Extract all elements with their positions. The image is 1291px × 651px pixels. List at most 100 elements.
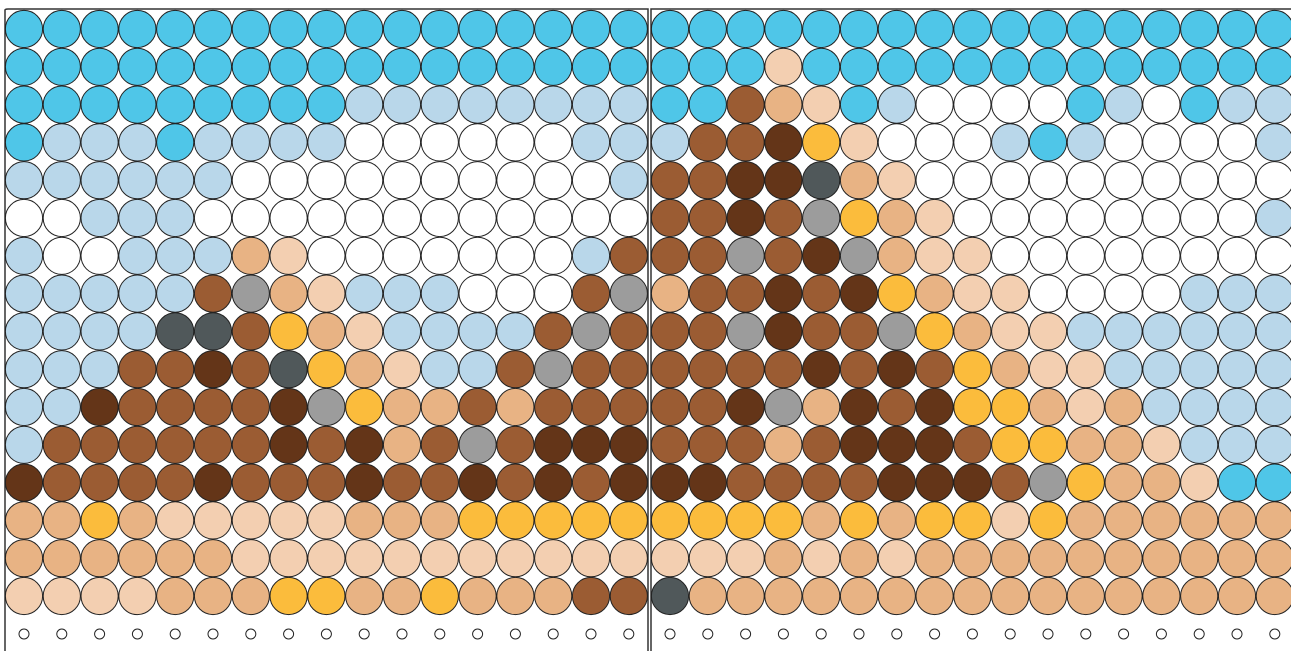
bead — [839, 387, 879, 427]
bead — [764, 501, 803, 540]
bead — [345, 236, 384, 275]
bead — [458, 576, 497, 616]
bead — [4, 576, 44, 616]
bead — [42, 47, 81, 86]
bead — [571, 9, 611, 49]
bead — [534, 47, 573, 86]
bead — [345, 274, 384, 313]
bead — [764, 350, 803, 389]
bead — [80, 539, 119, 578]
bead — [118, 47, 157, 86]
bead — [609, 123, 648, 162]
bead — [1028, 85, 1068, 124]
bead — [420, 236, 459, 275]
bead — [764, 387, 803, 427]
bead — [802, 350, 841, 389]
bead — [953, 425, 992, 464]
bead — [118, 576, 157, 616]
bead — [915, 501, 954, 540]
bead — [1217, 9, 1257, 49]
peg-hole — [1269, 628, 1281, 640]
bead — [1255, 236, 1291, 275]
bead — [650, 539, 690, 578]
bead — [839, 463, 879, 502]
bead — [1180, 85, 1219, 124]
bead — [764, 9, 803, 49]
bead — [307, 161, 346, 200]
bead — [4, 9, 44, 49]
bead — [726, 539, 765, 578]
bead — [420, 387, 459, 427]
bead — [42, 274, 81, 313]
bead — [80, 350, 119, 389]
peg-hole — [1042, 628, 1054, 640]
bead — [650, 123, 690, 162]
bead — [496, 85, 535, 124]
bead — [382, 9, 422, 49]
bead — [4, 198, 44, 238]
bead — [1104, 198, 1143, 238]
peg-hole — [966, 628, 978, 640]
bead — [420, 198, 459, 238]
bead — [1142, 387, 1181, 427]
bead — [1255, 123, 1291, 162]
peg-hole — [509, 628, 521, 640]
bead — [650, 576, 690, 616]
bead — [609, 539, 648, 578]
bead — [1217, 425, 1257, 464]
bead — [1180, 425, 1219, 464]
bead — [345, 501, 384, 540]
bead — [953, 501, 992, 540]
bead — [877, 425, 916, 464]
bead — [877, 161, 916, 200]
bead — [991, 312, 1030, 351]
bead — [1255, 387, 1291, 427]
bead — [609, 463, 648, 502]
bead — [1142, 85, 1181, 124]
bead — [534, 539, 573, 578]
bead — [802, 576, 841, 616]
bead — [571, 47, 611, 86]
bead — [458, 463, 497, 502]
bead — [534, 576, 573, 616]
bead — [1255, 47, 1291, 86]
bead — [991, 387, 1030, 427]
bead — [231, 47, 270, 86]
bead — [726, 123, 765, 162]
bead — [1142, 463, 1181, 502]
bead — [1066, 312, 1105, 351]
bead — [534, 387, 573, 427]
bead — [231, 350, 270, 389]
bead — [802, 312, 841, 351]
bead — [458, 387, 497, 427]
bead — [802, 123, 841, 162]
bead — [802, 85, 841, 124]
bead — [156, 85, 195, 124]
bead — [915, 576, 954, 616]
right-frame — [650, 8, 1291, 651]
bead — [307, 85, 346, 124]
bead — [307, 387, 346, 427]
bead — [1180, 576, 1219, 616]
bead — [571, 236, 611, 275]
bead — [1028, 312, 1068, 351]
bead — [382, 123, 422, 162]
bead — [1217, 539, 1257, 578]
bead — [571, 425, 611, 464]
bead — [1066, 47, 1105, 86]
bead — [496, 9, 535, 49]
bead — [726, 576, 765, 616]
bead — [269, 274, 308, 313]
bead — [953, 161, 992, 200]
bead — [802, 539, 841, 578]
bead — [420, 9, 459, 49]
bead — [839, 576, 879, 616]
bead — [382, 387, 422, 427]
bead — [1028, 350, 1068, 389]
bead — [118, 274, 157, 313]
bead — [534, 9, 573, 49]
bead — [80, 85, 119, 124]
bead — [877, 501, 916, 540]
bead — [609, 161, 648, 200]
